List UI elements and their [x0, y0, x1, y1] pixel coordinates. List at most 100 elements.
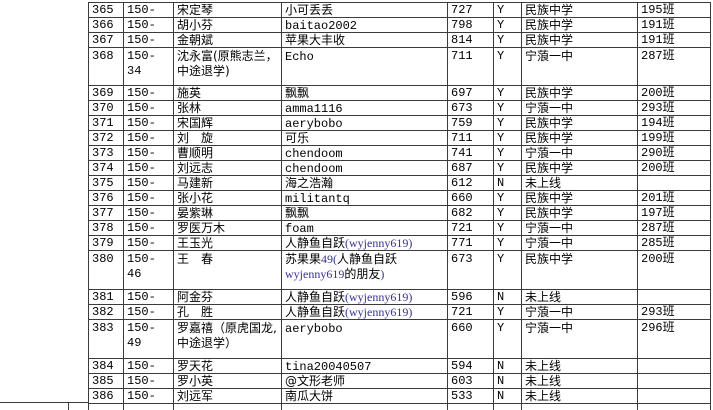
cell-online-flag[interactable]: Y: [494, 221, 522, 236]
cell-class[interactable]: [638, 374, 711, 389]
cell-rownum[interactable]: 365: [89, 3, 124, 18]
cell-code[interactable]: 150-37: [124, 116, 174, 131]
cell-school[interactable]: 宁蒗一中: [522, 221, 638, 236]
cell-online-flag[interactable]: N: [494, 389, 522, 404]
cell-score[interactable]: 814: [448, 33, 494, 48]
cell-nickname[interactable]: @文形老师: [282, 374, 448, 389]
cell-class[interactable]: 296班: [638, 320, 711, 359]
cell-rownum[interactable]: 368: [89, 48, 124, 86]
cell-nickname[interactable]: militantq: [282, 191, 448, 206]
cell-rownum[interactable]: 383: [89, 320, 124, 359]
cell-online-flag[interactable]: Y: [494, 3, 522, 18]
cell-name[interactable]: 刘远军: [174, 389, 282, 404]
cell-online-flag[interactable]: Y: [494, 305, 522, 320]
cell-score[interactable]: 673: [448, 101, 494, 116]
cell-class[interactable]: [638, 389, 711, 404]
cell-name[interactable]: 施英: [174, 86, 282, 101]
cell-nickname[interactable]: chendoom: [282, 161, 448, 176]
cell-school[interactable]: 民族中学: [522, 131, 638, 146]
cell-name[interactable]: 胡小芬: [174, 18, 282, 33]
cell-nickname[interactable]: 小可丢丢: [282, 3, 448, 18]
cell-school[interactable]: 未上线: [522, 176, 638, 191]
cell-code[interactable]: 150-43: [124, 206, 174, 221]
cell-code[interactable]: 150-52: [124, 389, 174, 404]
cell-rownum[interactable]: 381: [89, 290, 124, 305]
cell-nickname[interactable]: 飘飘: [282, 86, 448, 101]
cell-score[interactable]: 682: [448, 206, 494, 221]
cell-school[interactable]: 民族中学: [522, 86, 638, 101]
cell-nickname[interactable]: 苏果果49(人静鱼自跃wyjenny619的朋友): [282, 251, 448, 290]
cell-empty[interactable]: [282, 404, 448, 410]
cell-rownum[interactable]: 375: [89, 176, 124, 191]
cell-empty[interactable]: [522, 404, 638, 410]
cell-rownum[interactable]: 379: [89, 236, 124, 251]
cell-score[interactable]: 727: [448, 3, 494, 18]
cell-school[interactable]: 民族中学: [522, 116, 638, 131]
cell-class[interactable]: 191班: [638, 33, 711, 48]
cell-class[interactable]: 194班: [638, 116, 711, 131]
cell-class[interactable]: 290班: [638, 146, 711, 161]
cell-school[interactable]: 未上线: [522, 374, 638, 389]
cell-school[interactable]: 民族中学: [522, 251, 638, 290]
cell-online-flag[interactable]: Y: [494, 33, 522, 48]
cell-code[interactable]: 150-46: [124, 251, 174, 290]
cell-score[interactable]: 596: [448, 290, 494, 305]
cell-class[interactable]: 200班: [638, 161, 711, 176]
cell-class[interactable]: 191班: [638, 18, 711, 33]
cell-code[interactable]: 150-44: [124, 221, 174, 236]
cell-code[interactable]: 150-32: [124, 18, 174, 33]
cell-code[interactable]: 150-31: [124, 3, 174, 18]
cell-online-flag[interactable]: Y: [494, 236, 522, 251]
cell-score[interactable]: 771: [448, 236, 494, 251]
cell-online-flag[interactable]: Y: [494, 131, 522, 146]
cell-class[interactable]: 285班: [638, 236, 711, 251]
cell-rownum[interactable]: 377: [89, 206, 124, 221]
cell-code[interactable]: 150-39: [124, 146, 174, 161]
cell-nickname[interactable]: baitao2002: [282, 18, 448, 33]
cell-school[interactable]: 宁蒗一中: [522, 146, 638, 161]
cell-online-flag[interactable]: Y: [494, 86, 522, 101]
cell-code[interactable]: 150-51: [124, 374, 174, 389]
cell-code[interactable]: 150-47: [124, 290, 174, 305]
cell-online-flag[interactable]: N: [494, 290, 522, 305]
cell-nickname[interactable]: 人静鱼自跃(wyjenny619): [282, 305, 448, 320]
cell-code[interactable]: 150-35: [124, 86, 174, 101]
cell-score[interactable]: 687: [448, 161, 494, 176]
cell-code[interactable]: 150-34: [124, 48, 174, 86]
cell-code[interactable]: 150-42: [124, 191, 174, 206]
cell-nickname[interactable]: 南瓜大饼: [282, 389, 448, 404]
cell-school[interactable]: 宁蒗一中: [522, 305, 638, 320]
cell-rownum[interactable]: 378: [89, 221, 124, 236]
cell-score[interactable]: 721: [448, 221, 494, 236]
cell-name[interactable]: 阿金芬: [174, 290, 282, 305]
cell-name[interactable]: 曹顺明: [174, 146, 282, 161]
cell-empty[interactable]: [494, 404, 522, 410]
cell-online-flag[interactable]: Y: [494, 101, 522, 116]
cell-score[interactable]: 697: [448, 86, 494, 101]
cell-rownum[interactable]: 371: [89, 116, 124, 131]
cell-name[interactable]: 马建新: [174, 176, 282, 191]
cell-score[interactable]: 660: [448, 191, 494, 206]
cell-rownum[interactable]: 376: [89, 191, 124, 206]
cell-score[interactable]: 711: [448, 48, 494, 86]
cell-class[interactable]: 197班: [638, 206, 711, 221]
cell-nickname[interactable]: Echo: [282, 48, 448, 86]
cell-name[interactable]: 张小花: [174, 191, 282, 206]
cell-nickname[interactable]: aerybobo: [282, 320, 448, 359]
cell-class[interactable]: 199班: [638, 131, 711, 146]
cell-class[interactable]: 200班: [638, 251, 711, 290]
cell-rownum[interactable]: 380: [89, 251, 124, 290]
cell-nickname[interactable]: chendoom: [282, 146, 448, 161]
cell-rownum[interactable]: 385: [89, 374, 124, 389]
cell-name[interactable]: 罗嘉禧（原虎国龙,中途退学）: [174, 320, 282, 359]
cell-nickname[interactable]: 人静鱼自跃(wyjenny619): [282, 290, 448, 305]
cell-online-flag[interactable]: Y: [494, 320, 522, 359]
cell-empty[interactable]: [638, 404, 711, 410]
cell-nickname[interactable]: 海之浩瀚: [282, 176, 448, 191]
cell-rownum[interactable]: 367: [89, 33, 124, 48]
cell-school[interactable]: 民族中学: [522, 206, 638, 221]
cell-class[interactable]: 293班: [638, 305, 711, 320]
cell-code[interactable]: 150-48: [124, 305, 174, 320]
cell-score[interactable]: 533: [448, 389, 494, 404]
cell-name[interactable]: 王 春: [174, 251, 282, 290]
